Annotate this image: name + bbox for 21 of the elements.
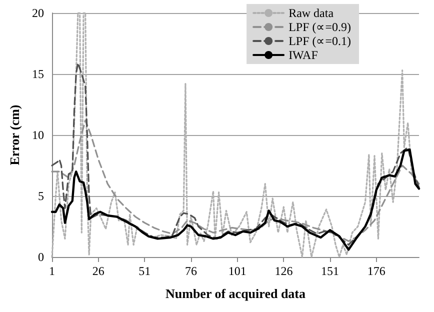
x-tick-label: 1 xyxy=(49,264,55,278)
x-tick-label: 176 xyxy=(367,264,386,278)
legend-label: Raw data xyxy=(288,6,334,20)
line-series xyxy=(51,62,420,246)
x-tick-label: 76 xyxy=(185,264,198,278)
line-series xyxy=(50,148,420,251)
x-tick-label: 51 xyxy=(138,264,151,278)
x-tick-label: 126 xyxy=(274,264,293,278)
x-tick-label: 26 xyxy=(92,264,104,278)
x-tick-label: 151 xyxy=(321,264,340,278)
y-tick-label: 0 xyxy=(38,250,44,264)
y-tick-label: 15 xyxy=(32,67,44,81)
legend-label: LPF (∝=0.1) xyxy=(288,34,352,48)
x-tick-label: 101 xyxy=(228,264,246,278)
legend-label: LPF (∝=0.9) xyxy=(288,20,352,34)
y-axis-title: Error (cm) xyxy=(7,104,22,166)
y-tick-label: 10 xyxy=(32,128,44,142)
x-axis-title: Number of acquired data xyxy=(166,286,306,301)
y-tick-label: 20 xyxy=(32,6,44,20)
legend-label: IWAF xyxy=(288,48,318,62)
y-tick-label: 5 xyxy=(38,189,44,203)
